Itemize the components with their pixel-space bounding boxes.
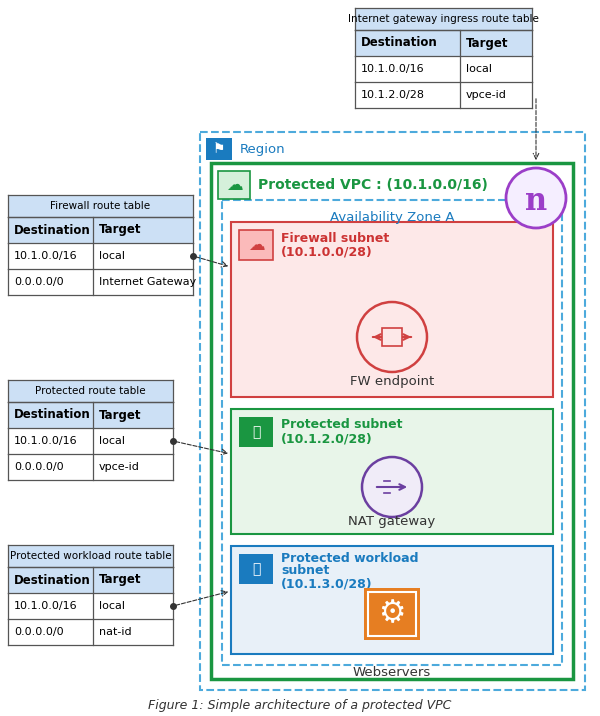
Text: 🔒: 🔒	[252, 425, 260, 439]
Text: 10.1.0.0/16: 10.1.0.0/16	[361, 64, 425, 74]
Text: 10.1.2.0/28: 10.1.2.0/28	[361, 90, 425, 100]
Text: (10.1.2.0/28): (10.1.2.0/28)	[281, 432, 373, 445]
Text: Firewall subnet: Firewall subnet	[281, 231, 389, 244]
Text: FW endpoint: FW endpoint	[350, 375, 434, 389]
Text: Firewall route table: Firewall route table	[50, 201, 151, 211]
Text: Protected subnet: Protected subnet	[281, 418, 403, 432]
FancyBboxPatch shape	[8, 593, 173, 619]
Text: Internet gateway ingress route table: Internet gateway ingress route table	[348, 14, 539, 24]
Text: local: local	[99, 436, 125, 446]
FancyBboxPatch shape	[218, 171, 250, 199]
Text: Target: Target	[99, 223, 142, 236]
Text: ⚙: ⚙	[379, 599, 406, 629]
Text: Destination: Destination	[14, 223, 91, 236]
FancyBboxPatch shape	[239, 554, 273, 584]
Text: (10.1.3.0/28): (10.1.3.0/28)	[281, 578, 373, 591]
FancyBboxPatch shape	[8, 195, 193, 217]
Text: Webservers: Webservers	[353, 665, 431, 679]
Text: 10.1.0.0/16: 10.1.0.0/16	[14, 436, 77, 446]
FancyBboxPatch shape	[8, 428, 173, 454]
FancyBboxPatch shape	[8, 217, 193, 243]
Text: 0.0.0.0/0: 0.0.0.0/0	[14, 277, 64, 287]
FancyBboxPatch shape	[206, 138, 232, 160]
Text: subnet: subnet	[281, 564, 329, 578]
Text: ⚑: ⚑	[213, 142, 225, 156]
FancyBboxPatch shape	[355, 82, 532, 108]
Circle shape	[357, 302, 427, 372]
FancyBboxPatch shape	[8, 269, 193, 295]
Text: n: n	[525, 185, 547, 216]
Text: Target: Target	[99, 409, 142, 422]
Text: Protected workload route table: Protected workload route table	[10, 551, 172, 561]
Text: 🔒: 🔒	[252, 562, 260, 576]
FancyBboxPatch shape	[8, 454, 173, 480]
Text: vpce-id: vpce-id	[99, 462, 140, 472]
FancyBboxPatch shape	[8, 402, 173, 428]
FancyBboxPatch shape	[8, 380, 173, 402]
Text: (10.1.0.0/28): (10.1.0.0/28)	[281, 246, 373, 258]
FancyBboxPatch shape	[8, 243, 193, 269]
Text: Destination: Destination	[14, 574, 91, 586]
Text: Target: Target	[99, 574, 142, 586]
FancyBboxPatch shape	[364, 588, 420, 640]
Text: local: local	[99, 601, 125, 611]
FancyBboxPatch shape	[231, 546, 553, 654]
Text: Protected route table: Protected route table	[35, 386, 146, 396]
FancyBboxPatch shape	[8, 545, 173, 567]
Text: 0.0.0.0/0: 0.0.0.0/0	[14, 627, 64, 637]
FancyBboxPatch shape	[231, 409, 553, 534]
Text: nat-id: nat-id	[99, 627, 131, 637]
Text: Target: Target	[466, 37, 509, 49]
FancyBboxPatch shape	[355, 56, 532, 82]
FancyBboxPatch shape	[239, 417, 273, 447]
Text: Figure 1: Simple architecture of a protected VPC: Figure 1: Simple architecture of a prote…	[148, 700, 452, 712]
FancyBboxPatch shape	[8, 619, 173, 645]
Text: 10.1.0.0/16: 10.1.0.0/16	[14, 251, 77, 261]
FancyBboxPatch shape	[355, 30, 532, 56]
Text: Availability Zone A: Availability Zone A	[330, 211, 454, 223]
Circle shape	[506, 168, 566, 228]
FancyBboxPatch shape	[355, 8, 532, 30]
FancyBboxPatch shape	[382, 328, 402, 346]
Text: local: local	[99, 251, 125, 261]
Text: Destination: Destination	[14, 409, 91, 422]
Text: Protected workload: Protected workload	[281, 551, 419, 564]
Text: ☁: ☁	[248, 236, 265, 254]
Text: Internet Gateway: Internet Gateway	[99, 277, 196, 287]
Text: vpce-id: vpce-id	[466, 90, 507, 100]
Text: Destination: Destination	[361, 37, 438, 49]
FancyBboxPatch shape	[231, 222, 553, 397]
Text: 0.0.0.0/0: 0.0.0.0/0	[14, 462, 64, 472]
Circle shape	[362, 457, 422, 517]
Text: ☁: ☁	[226, 176, 242, 194]
Text: local: local	[466, 64, 492, 74]
Text: NAT gateway: NAT gateway	[349, 516, 436, 528]
Text: Protected VPC : (10.1.0.0/16): Protected VPC : (10.1.0.0/16)	[258, 178, 488, 192]
FancyBboxPatch shape	[8, 567, 173, 593]
Text: 10.1.0.0/16: 10.1.0.0/16	[14, 601, 77, 611]
FancyBboxPatch shape	[239, 230, 273, 260]
Text: Region: Region	[240, 143, 286, 157]
